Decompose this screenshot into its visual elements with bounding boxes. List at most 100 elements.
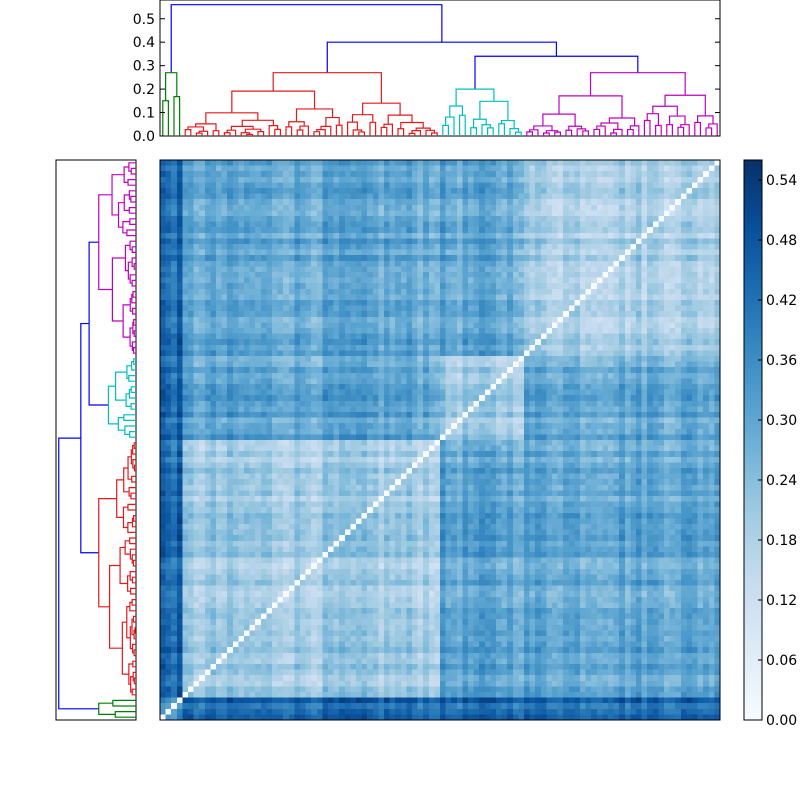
left-dendrogram-link-10 xyxy=(131,688,136,696)
top-dendrogram-link-33 xyxy=(335,124,343,136)
top-dendrogram-link-58 xyxy=(470,127,477,136)
top-dendrogram-link-7 xyxy=(205,112,259,124)
top-y-tick-label-1: 0.1 xyxy=(133,106,155,122)
top-dendrogram-link-23 xyxy=(274,128,281,136)
left-dendrogram-link-30 xyxy=(129,548,136,560)
left-dendrogram-link-95 xyxy=(123,166,129,183)
left-dendrogram-link-78 xyxy=(124,244,131,272)
top-dendrogram-link-19 xyxy=(240,132,251,136)
top-dendrogram-link-44 xyxy=(397,128,405,136)
top-dendrogram-link-85 xyxy=(626,128,634,136)
top-dendrogram-link-9 xyxy=(187,126,204,132)
top-dendrogram-link-24 xyxy=(295,108,334,122)
left-dendrogram-link-4 xyxy=(80,322,99,554)
left-dendrogram-panel xyxy=(55,159,137,721)
top-dendrogram-link-69 xyxy=(528,129,539,136)
left-dendrogram-link-86 xyxy=(111,174,125,216)
left-dendrogram-link-18 xyxy=(131,618,135,636)
left-dendrogram-link-47 xyxy=(133,464,136,472)
left-dendrogram-link-15 xyxy=(129,626,133,650)
left-dendrogram-link-60 xyxy=(130,386,136,393)
top-dendrogram-link-90 xyxy=(654,124,662,136)
top-dendrogram-link-73 xyxy=(554,131,562,136)
top-dendrogram-link-21 xyxy=(257,131,265,136)
top-dendrogram-link-79 xyxy=(600,122,619,130)
left-dendrogram-frame xyxy=(55,159,137,721)
colorbar-tick-label-0: 0.00 xyxy=(766,713,797,729)
top-dendrogram-link-98 xyxy=(705,127,713,136)
left-dendrogram-link-27 xyxy=(129,570,136,581)
left-dendrogram-link-34 xyxy=(116,479,124,518)
colorbar-tick-label-6: 0.36 xyxy=(766,353,797,369)
colorbar-tick-label-4: 0.24 xyxy=(766,473,797,489)
left-dendrogram-link-88 xyxy=(122,221,130,234)
left-dendrogram-link-57 xyxy=(125,393,132,407)
top-dendrogram-link-4 xyxy=(326,41,558,73)
left-dendrogram-link-61 xyxy=(126,365,132,379)
top-dendrogram-link-26 xyxy=(285,126,293,136)
top-y-tick-label-2: 0.2 xyxy=(133,82,155,98)
left-dendrogram-link-69 xyxy=(131,341,136,351)
top-dendrogram-link-25 xyxy=(288,121,305,127)
top-dendrogram-link-52 xyxy=(449,105,463,118)
top-dendrogram-link-47 xyxy=(408,132,416,136)
left-dendrogram-link-12 xyxy=(133,677,136,685)
top-dendrogram-link-84 xyxy=(629,125,640,136)
top-dendrogram-link-67 xyxy=(542,113,576,127)
top-dendrogram-link-88 xyxy=(646,113,660,126)
colorbar-frame xyxy=(743,159,763,721)
left-dendrogram-link-6 xyxy=(109,564,123,649)
top-dendrogram-link-72 xyxy=(542,132,550,136)
top-dendrogram-link-68 xyxy=(533,125,553,131)
top-dendrogram-link-28 xyxy=(296,129,304,136)
top-dendrogram-link-83 xyxy=(610,132,618,136)
left-dendrogram-link-43 xyxy=(127,456,132,480)
left-dendrogram-link-35 xyxy=(122,506,128,529)
left-dendrogram-link-38 xyxy=(133,514,136,522)
top-dendrogram-link-18 xyxy=(244,128,262,133)
top-dendrogram-link-29 xyxy=(325,116,340,127)
left-dendrogram-link-73 xyxy=(133,319,136,326)
top-dendrogram-link-15 xyxy=(230,125,254,131)
top-dendrogram-link-45 xyxy=(415,127,431,131)
top-dendrogram-link-43 xyxy=(400,121,424,129)
top-dendrogram-link-6 xyxy=(231,90,316,113)
left-dendrogram-link-23 xyxy=(131,598,136,606)
top-dendrogram-link-57 xyxy=(473,118,487,128)
colorbar-tick-label-9: 0.54 xyxy=(766,173,797,189)
left-dendrogram-link-9 xyxy=(130,675,134,693)
left-dendrogram-link-13 xyxy=(132,660,136,668)
top-dendrogram-link-5 xyxy=(272,72,382,104)
left-dendrogram-link-91 xyxy=(123,194,130,211)
left-dendrogram-link-25 xyxy=(127,575,131,592)
left-dendrogram-link-72 xyxy=(133,330,136,337)
top-dendrogram-link-76 xyxy=(576,128,587,136)
left-dendrogram-link-24 xyxy=(119,546,128,585)
top-dendrogram-link-71 xyxy=(545,130,559,134)
top-dendrogram-frame xyxy=(159,0,721,137)
left-dendrogram-link-46 xyxy=(132,459,136,469)
top-dendrogram-link-35 xyxy=(351,114,374,123)
left-dendrogram-link-16 xyxy=(131,643,136,654)
top-dendrogram-link-60 xyxy=(487,127,494,136)
left-dendrogram-link-52 xyxy=(117,417,125,431)
top-y-tick-label-0: 0.0 xyxy=(133,129,155,145)
top-dendrogram-link-86 xyxy=(664,94,706,116)
left-dendrogram-link-63 xyxy=(131,361,136,371)
top-y-tick-label-5: 0.5 xyxy=(133,12,155,28)
top-dendrogram-link-53 xyxy=(445,116,455,136)
left-dendrogram-link-49 xyxy=(133,442,136,449)
heatmap-cells xyxy=(160,160,720,720)
left-dendrogram-link-64 xyxy=(133,358,136,365)
left-dendrogram-link-89 xyxy=(126,229,136,237)
left-dendrogram-link-55 xyxy=(123,414,136,421)
top-dendrogram-link-39 xyxy=(369,121,377,136)
left-dendrogram-link-5 xyxy=(98,498,117,608)
top-dendrogram-link-80 xyxy=(596,125,606,136)
left-dendrogram-link-94 xyxy=(130,195,136,203)
top-dendrogram-link-64 xyxy=(514,131,522,136)
top-dendrogram-link-20 xyxy=(246,133,253,136)
left-dendrogram-link-85 xyxy=(131,246,136,253)
left-dendrogram-link-82 xyxy=(131,257,136,267)
left-dendrogram-link-21 xyxy=(132,615,136,623)
